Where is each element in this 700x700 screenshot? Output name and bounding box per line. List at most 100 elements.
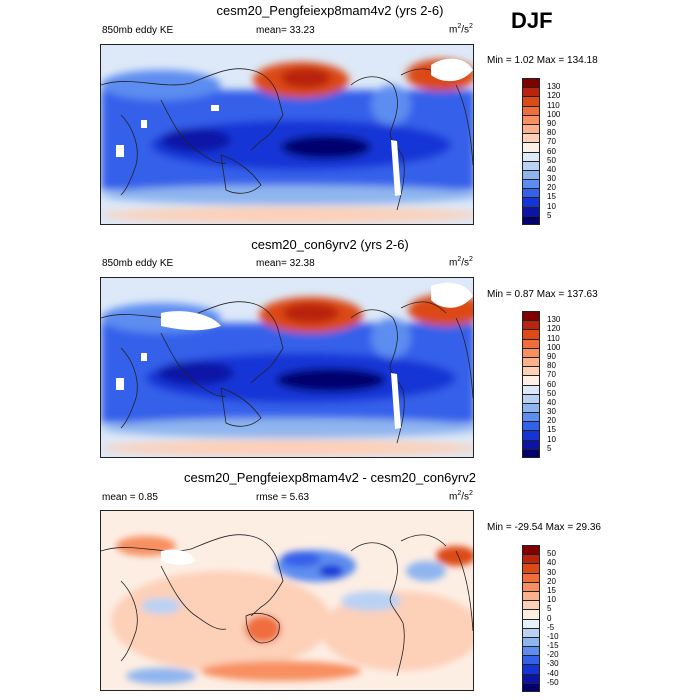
colorbar-swatch bbox=[522, 160, 540, 170]
colorbar-tick-label: 5 bbox=[547, 210, 552, 220]
missing-data-mask bbox=[116, 58, 473, 196]
colorbar-tick-label: 70 bbox=[547, 137, 556, 147]
colorbar-tick-label: 120 bbox=[547, 324, 561, 334]
panel-1-mean-label: mean= 33.23 bbox=[256, 25, 315, 36]
colorbar-tick-label: 10 bbox=[547, 201, 556, 211]
colorbar-tick-label: 30 bbox=[547, 407, 556, 417]
colorbar-tick-label: 50 bbox=[547, 388, 556, 398]
colorbar-swatch bbox=[522, 87, 540, 97]
north-atlantic-maximum bbox=[436, 546, 473, 566]
colorbar-swatch bbox=[522, 421, 540, 431]
colorbar-tick-label: 30 bbox=[547, 567, 556, 577]
colorbar-tick-label: 40 bbox=[547, 164, 556, 174]
panel-3-colorbar: 50 40 30 20 15 10 5 0 -5 -10 -15 -20 -30 -40 -50 bbox=[522, 545, 559, 692]
colorbar-swatch bbox=[522, 430, 540, 440]
colorbar-swatch bbox=[522, 618, 540, 628]
panel-2-min-max: Min = 0.87 Max = 137.63 bbox=[487, 289, 598, 300]
colorbar-swatch bbox=[522, 151, 540, 161]
colorbar-tick-label: 15 bbox=[547, 425, 556, 435]
missing-data-mask bbox=[161, 549, 196, 565]
panel-3-mean-label: mean = 0.85 bbox=[102, 492, 158, 503]
colorbar-tick-label: 5 bbox=[547, 443, 552, 453]
colorbar-swatch bbox=[522, 206, 540, 216]
colorbar-swatch bbox=[522, 554, 540, 564]
colorbar-tick-label: 30 bbox=[547, 174, 556, 184]
colorbar-swatch bbox=[522, 320, 540, 330]
colorbar-swatch bbox=[522, 393, 540, 403]
colorbar-swatch bbox=[522, 338, 540, 348]
colorbar-swatch bbox=[522, 563, 540, 573]
colorbar-swatch bbox=[522, 188, 540, 198]
colorbar-tick-label: 80 bbox=[547, 361, 556, 371]
colorbar-tick-label: 100 bbox=[547, 109, 561, 119]
colorbar-swatch bbox=[522, 169, 540, 180]
colorbar-swatch bbox=[522, 329, 540, 339]
panel-2-colorbar: 130 120 110 100 90 80 70 60 50 40 30 20 15 10 5 bbox=[522, 311, 560, 458]
colorbar-swatch bbox=[522, 636, 540, 647]
pacific-minimum bbox=[276, 368, 386, 392]
colorbar-tick-label: -20 bbox=[547, 650, 559, 660]
panel-1-map bbox=[100, 44, 474, 225]
southern-ocean-band bbox=[101, 418, 473, 438]
panel-2-units: m2/s2 bbox=[449, 256, 473, 269]
colorbar-tick-label: -10 bbox=[547, 631, 559, 641]
colorbar-tick-label: 15 bbox=[547, 192, 556, 202]
panel-1-min-max: Min = 1.02 Max = 134.18 bbox=[487, 55, 598, 66]
panel-1-variable-label: 850mb eddy KE bbox=[102, 25, 174, 36]
coastlines bbox=[101, 534, 473, 677]
colorbar-swatch bbox=[522, 439, 540, 449]
colorbar-tick-label: 20 bbox=[547, 183, 556, 193]
colorbar-tick-label: 100 bbox=[547, 342, 561, 352]
colorbar-swatch bbox=[522, 384, 540, 394]
colorbar-swatch bbox=[522, 402, 540, 413]
colorbar-tick-label: 110 bbox=[547, 333, 560, 343]
panel-3-map bbox=[100, 510, 474, 691]
north-pacific-core bbox=[319, 565, 343, 577]
positive-area bbox=[321, 591, 473, 671]
colorbar-tick-label: 20 bbox=[547, 416, 556, 426]
colorbar-tick-label: 40 bbox=[547, 558, 556, 568]
colorbar-swatch bbox=[522, 412, 540, 422]
panel-1-units: m2/s2 bbox=[449, 23, 473, 36]
eastern-pacific-negative bbox=[341, 591, 401, 611]
colorbar-swatch bbox=[522, 673, 540, 683]
panel-2-title: cesm20_con6yrv2 (yrs 2-6) bbox=[251, 237, 409, 252]
colorbar-tick-label: 90 bbox=[547, 118, 556, 128]
southern-positive bbox=[201, 661, 361, 681]
panel-3-rmse-label: rmse = 5.63 bbox=[256, 492, 310, 503]
colorbar-tick-label: 120 bbox=[547, 91, 561, 101]
colorbar-swatch bbox=[522, 448, 540, 458]
southern-high-band bbox=[101, 440, 473, 456]
north-pacific-core bbox=[283, 303, 339, 323]
panel-3-units: m2/s2 bbox=[449, 490, 473, 503]
southern-ocean-band bbox=[101, 185, 473, 205]
australia-maximum bbox=[245, 615, 281, 643]
colorbar-tick-label: 50 bbox=[547, 549, 556, 559]
colorbar-tick-label: -5 bbox=[547, 622, 555, 632]
colorbar-swatch bbox=[522, 600, 540, 610]
america-continent-low bbox=[371, 85, 411, 125]
colorbar-tick-label: 130 bbox=[547, 315, 561, 325]
panel-3-min-max: Min = -29.54 Max = 29.36 bbox=[487, 522, 601, 533]
asian-continent-low bbox=[101, 70, 221, 100]
colorbar-tick-label: 130 bbox=[547, 82, 561, 92]
colorbar-swatch bbox=[522, 366, 540, 376]
panel-3-title: cesm20_Pengfeiexp8mam4v2 - cesm20_con6yr… bbox=[184, 470, 476, 485]
colorbar-swatch bbox=[522, 572, 540, 582]
colorbar-tick-label: -50 bbox=[547, 677, 559, 687]
indian-ocean-minimum bbox=[161, 128, 231, 152]
colorbar-tick-label: 10 bbox=[547, 434, 556, 444]
panel-1-title: cesm20_Pengfeiexp8mam4v2 (yrs 2-6) bbox=[216, 3, 444, 18]
colorbar-swatch bbox=[522, 311, 540, 321]
colorbar-tick-label: 40 bbox=[547, 397, 556, 407]
colorbar-swatch bbox=[522, 96, 540, 106]
colorbar-swatch bbox=[522, 545, 540, 555]
colorbar-swatch bbox=[522, 197, 540, 207]
season-label: DJF bbox=[511, 8, 553, 33]
colorbar-swatch bbox=[522, 105, 540, 115]
colorbar-tick-label: 15 bbox=[547, 585, 556, 595]
indian-ocean-minimum bbox=[158, 361, 234, 385]
colorbar-swatch bbox=[522, 356, 540, 367]
colorbar-tick-label: 20 bbox=[547, 576, 556, 586]
panel-2-mean-label: mean= 32.38 bbox=[256, 258, 315, 269]
